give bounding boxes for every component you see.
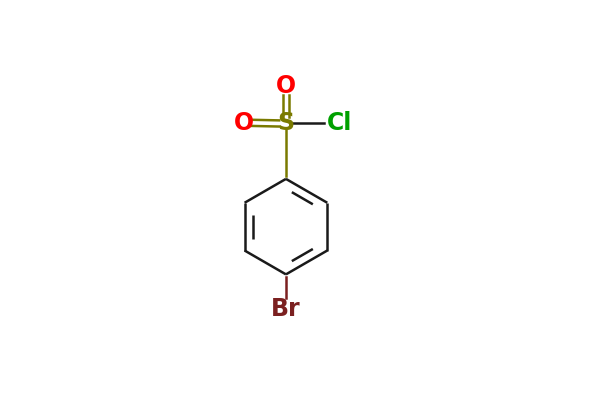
- Text: S: S: [277, 112, 295, 136]
- Text: Br: Br: [271, 297, 301, 321]
- Text: O: O: [234, 111, 254, 135]
- Text: O: O: [276, 74, 296, 98]
- Text: Cl: Cl: [326, 112, 352, 136]
